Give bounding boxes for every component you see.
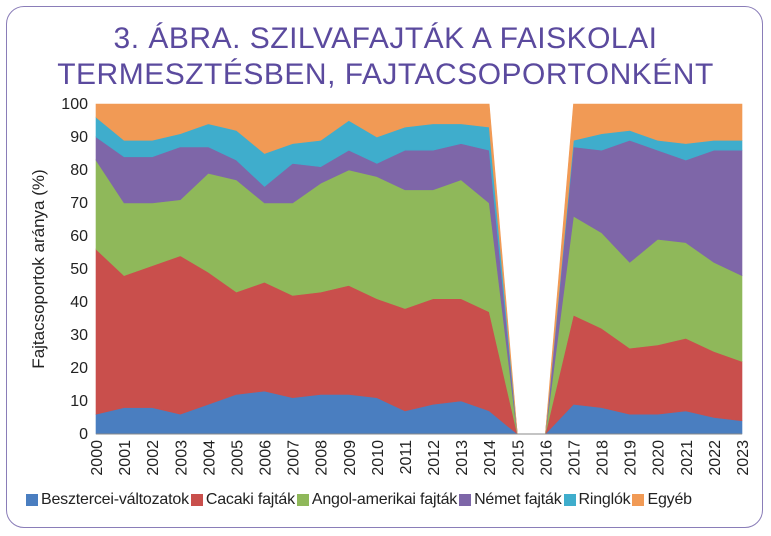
y-tick-label: 90 — [70, 129, 88, 146]
y-tick-label: 70 — [70, 195, 88, 212]
y-tick-label: 0 — [79, 426, 88, 443]
stacked-area-chart: 0 10 20 30 40 50 60 70 80 90 100 2000 2001 2002 2003 20… — [29, 96, 752, 476]
x-tick-label: 2010 — [370, 440, 387, 476]
x-tick-label: 2012 — [426, 440, 443, 476]
x-tick-label: 2022 — [707, 440, 724, 476]
y-tick-label: 20 — [70, 360, 88, 377]
y-tick-label: 60 — [70, 228, 88, 245]
x-tick-label: 2021 — [679, 440, 696, 476]
legend-label: Német fajták — [474, 491, 562, 508]
x-tick-label: 2016 — [538, 440, 555, 476]
y-tick-label: 100 — [61, 96, 88, 113]
x-tick-label: 2019 — [623, 440, 640, 476]
x-tick-label: 2014 — [482, 440, 499, 476]
x-tick-label: 2005 — [229, 440, 246, 476]
y-tick-label: 30 — [70, 327, 88, 344]
x-tick-label: 2018 — [595, 440, 612, 476]
legend-swatch — [563, 494, 576, 506]
x-tick-label: 2020 — [651, 440, 668, 476]
y-axis-label: Fajtacsoportok aránya (%) — [29, 169, 48, 368]
legend-label: Egyéb — [647, 491, 692, 508]
y-tick-label: 50 — [70, 261, 88, 278]
x-tick-label: 2000 — [89, 440, 106, 476]
x-tick-label: 2023 — [735, 440, 752, 476]
legend-swatch — [632, 494, 645, 506]
legend-label: Ringlók — [578, 491, 631, 508]
x-tick-label: 2009 — [342, 440, 359, 476]
legend-item: Egyéb — [632, 491, 692, 509]
x-tick-label: 2006 — [258, 440, 275, 476]
legend-item: Német fajták — [459, 491, 562, 509]
x-tick-label: 2004 — [201, 440, 218, 476]
x-tick-label: 2008 — [314, 440, 331, 476]
legend-label: Angol-amerikai fajták — [311, 491, 458, 508]
y-tick-label: 10 — [70, 393, 88, 410]
legend-item: Besztercei-változatok — [26, 491, 189, 509]
legend-swatch — [190, 494, 203, 506]
x-tick-label: 2002 — [145, 440, 162, 476]
legend-item: Cacaki fajták — [190, 491, 295, 509]
legend-item: Ringlók — [563, 491, 631, 509]
x-tick-label: 2011 — [398, 440, 415, 475]
legend-item: Angol-amerikai fajták — [296, 491, 458, 509]
x-tick-label: 2003 — [173, 440, 190, 476]
legend-swatch — [296, 494, 309, 506]
x-tick-label: 2013 — [454, 440, 471, 476]
y-tick-label: 80 — [70, 162, 88, 179]
x-tick-label: 2001 — [117, 440, 134, 476]
legend-label: Cacaki fajták — [205, 491, 295, 508]
x-tick-label: 2017 — [566, 440, 583, 476]
chart-legend: Besztercei-változatok Cacaki fajták Angol-… — [26, 491, 766, 509]
legend-swatch — [26, 494, 38, 506]
area-egyéb — [95, 103, 743, 435]
x-tick-label: 2007 — [286, 440, 303, 476]
chart-title-line2: TERMESZTÉSBEN, FAJTACSOPORTONKÉNT — [57, 58, 714, 91]
chart-title-line1: 3. ÁBRA. SZILVAFAJTÁK A FAISKOLAI — [113, 22, 658, 55]
x-tick-label: 2015 — [510, 440, 527, 476]
legend-swatch — [459, 494, 472, 506]
y-tick-label: 40 — [70, 294, 88, 311]
legend-label: Besztercei-változatok — [41, 491, 189, 508]
